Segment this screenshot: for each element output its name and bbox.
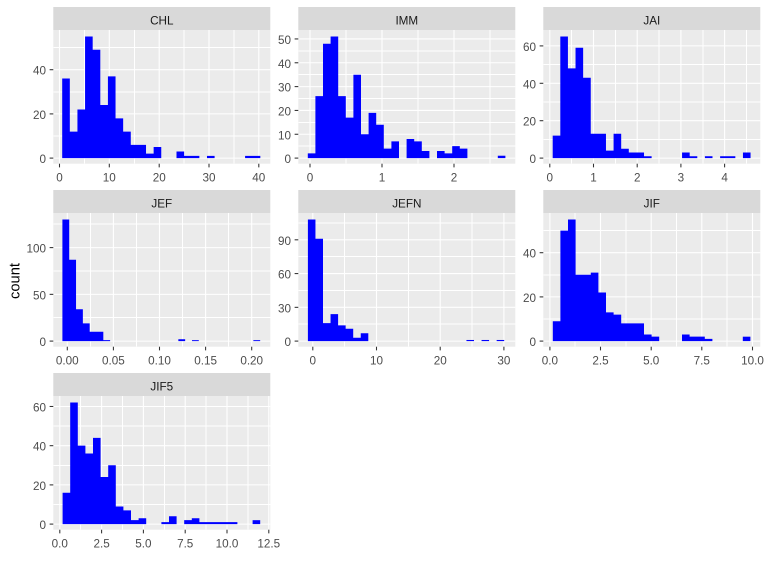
svg-text:0.0: 0.0: [52, 538, 69, 551]
svg-text:0.10: 0.10: [148, 355, 171, 368]
svg-text:0: 0: [310, 355, 317, 368]
svg-text:100: 100: [26, 243, 46, 256]
svg-text:2: 2: [634, 172, 641, 185]
svg-text:30: 30: [278, 82, 292, 95]
svg-text:10.0: 10.0: [216, 538, 239, 551]
svg-text:12.5: 12.5: [257, 538, 280, 551]
svg-text:20: 20: [278, 105, 292, 118]
svg-text:40: 40: [523, 78, 537, 91]
svg-text:20: 20: [33, 109, 47, 122]
svg-text:20: 20: [153, 172, 167, 185]
svg-text:60: 60: [523, 41, 537, 54]
svg-text:0: 0: [284, 336, 291, 349]
svg-text:10: 10: [370, 355, 384, 368]
svg-text:2.5: 2.5: [93, 538, 110, 551]
svg-text:20: 20: [434, 355, 448, 368]
svg-text:50: 50: [33, 289, 47, 302]
svg-text:7.5: 7.5: [177, 538, 194, 551]
svg-text:20: 20: [523, 116, 537, 129]
svg-text:0: 0: [307, 172, 314, 185]
svg-text:0: 0: [547, 172, 554, 185]
svg-text:JIF: JIF: [644, 197, 660, 210]
svg-text:5.0: 5.0: [643, 355, 660, 368]
svg-text:40: 40: [33, 65, 47, 78]
svg-text:0.00: 0.00: [56, 355, 79, 368]
svg-text:CHL: CHL: [150, 14, 174, 27]
svg-text:0: 0: [284, 153, 291, 166]
svg-text:0: 0: [529, 336, 536, 349]
svg-text:10: 10: [278, 129, 292, 142]
svg-text:30: 30: [202, 172, 216, 185]
svg-text:90: 90: [278, 235, 292, 248]
svg-text:2: 2: [451, 172, 458, 185]
svg-text:10: 10: [103, 172, 117, 185]
svg-text:2.5: 2.5: [592, 355, 609, 368]
svg-text:30: 30: [278, 302, 292, 315]
svg-text:0.15: 0.15: [194, 355, 217, 368]
svg-text:3: 3: [678, 172, 685, 185]
svg-text:10.0: 10.0: [741, 355, 764, 368]
svg-text:60: 60: [278, 269, 292, 282]
svg-text:0: 0: [39, 519, 46, 532]
svg-text:IMM: IMM: [395, 14, 418, 27]
svg-text:40: 40: [33, 441, 47, 454]
svg-text:0: 0: [56, 172, 63, 185]
svg-text:60: 60: [33, 401, 47, 414]
svg-text:30: 30: [497, 355, 511, 368]
svg-text:50: 50: [278, 34, 292, 47]
svg-text:0.20: 0.20: [240, 355, 263, 368]
svg-text:count: count: [8, 263, 24, 299]
svg-text:0: 0: [39, 336, 46, 349]
svg-text:0.05: 0.05: [102, 355, 125, 368]
svg-text:1: 1: [379, 172, 386, 185]
svg-text:JAI: JAI: [643, 14, 660, 27]
svg-text:0: 0: [39, 153, 46, 166]
svg-text:7.5: 7.5: [694, 355, 711, 368]
svg-text:20: 20: [523, 292, 537, 305]
svg-text:0: 0: [529, 153, 536, 166]
svg-text:20: 20: [33, 480, 47, 493]
svg-text:40: 40: [523, 248, 537, 261]
svg-text:4: 4: [721, 172, 728, 185]
svg-text:1: 1: [590, 172, 597, 185]
svg-text:0.0: 0.0: [542, 355, 559, 368]
svg-text:40: 40: [278, 58, 292, 71]
svg-text:JEFN: JEFN: [392, 197, 421, 210]
svg-text:JIF5: JIF5: [150, 380, 173, 393]
svg-text:5.0: 5.0: [135, 538, 152, 551]
svg-text:JEF: JEF: [151, 197, 172, 210]
svg-text:40: 40: [252, 172, 266, 185]
